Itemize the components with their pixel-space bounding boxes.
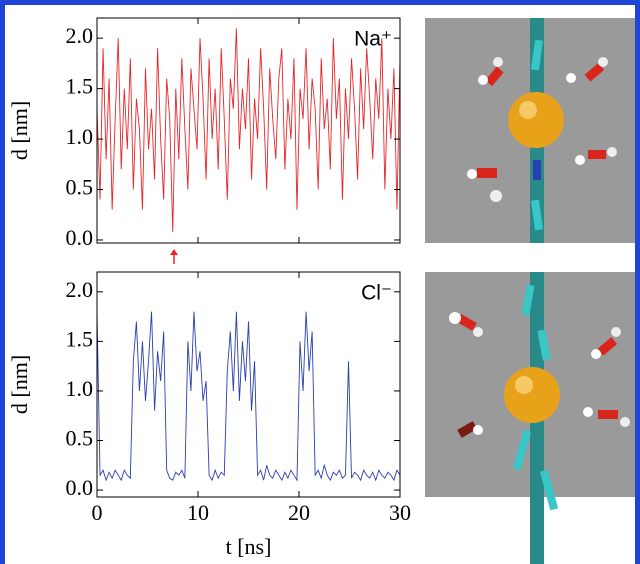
y-tick-label: 0.5: [66, 426, 94, 451]
x-tick-label: 0: [92, 500, 103, 525]
y-tick-label: 2.0: [66, 277, 94, 302]
plot-area: [97, 272, 400, 497]
axes-frame: [96, 17, 401, 244]
y-axis-label: d [nm]: [7, 101, 32, 160]
y-axis-label: d [nm]: [7, 355, 32, 414]
y-tick-label: 1.5: [66, 74, 94, 99]
y-tick-label: 0.0: [66, 225, 94, 250]
axes-frame: [96, 271, 401, 498]
arrow: [170, 249, 178, 264]
y-tick-label: 1.5: [66, 326, 94, 351]
molecule-panel-bottom: [425, 272, 635, 564]
x-tick-label: 10: [187, 500, 209, 525]
x-tick-label: 20: [288, 500, 310, 525]
y-tick-label: 0.5: [66, 175, 94, 200]
molecule-panel-top: [425, 18, 635, 243]
data-line: [96, 311, 401, 482]
annotation: Na⁺: [354, 28, 392, 51]
y-tick-label: 1.0: [66, 124, 94, 149]
y-tick-label: 1.0: [66, 376, 94, 401]
y-tick-label: 2.0: [66, 23, 94, 48]
y-tick-label: 0.0: [66, 475, 94, 500]
annotation: Cl⁻: [361, 282, 392, 305]
x-tick-label: 30: [389, 500, 411, 525]
data-line: [96, 28, 401, 232]
x-axis-label: t [ns]: [226, 534, 272, 559]
